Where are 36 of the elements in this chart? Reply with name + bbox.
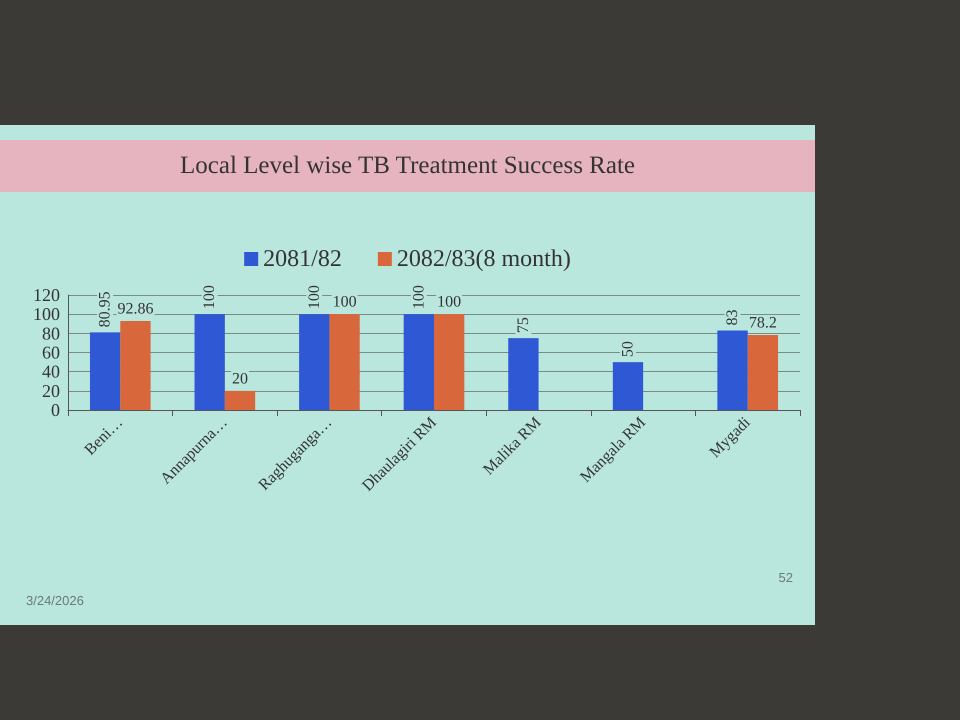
bar [329, 314, 360, 410]
legend-label: 2081/82 [263, 246, 342, 272]
chart-title: Local Level wise TB Treatment Success Rate [180, 152, 635, 180]
y-tick-label: 20 [42, 380, 60, 401]
data-label: 100 [332, 294, 357, 311]
text: 3/24/2026 [26, 593, 84, 608]
bar [717, 330, 748, 410]
bar [90, 332, 120, 410]
bar [404, 314, 434, 410]
data-label: 100 [410, 285, 428, 310]
data-label: 80.95 [96, 291, 114, 328]
text: 52 [778, 570, 793, 585]
bar [299, 314, 330, 410]
bar [224, 390, 256, 410]
data-label: 100 [201, 285, 218, 310]
y-tick-label: 80 [42, 323, 60, 344]
data-label: 78.2 [748, 314, 777, 332]
data-label: 20 [232, 370, 248, 388]
y-tick-label: 100 [33, 304, 60, 324]
data-label: 75 [514, 317, 532, 334]
bar [194, 314, 225, 410]
bar [120, 321, 151, 410]
bar [508, 338, 539, 410]
data-label: 83 [724, 309, 742, 326]
data-label: 50 [619, 341, 636, 358]
y-tick-label: 60 [42, 342, 60, 362]
y-tick-label: 120 [33, 285, 60, 305]
bar [748, 335, 778, 410]
bar [612, 362, 644, 410]
y-tick-label: 40 [42, 362, 60, 382]
data-label: 100 [306, 285, 323, 310]
legend-label: 2082/83(8 month) [396, 246, 571, 272]
y-tick-label: 0 [51, 400, 60, 420]
data-label: 92.86 [117, 300, 154, 318]
data-label: 100 [437, 294, 462, 311]
bar [434, 314, 464, 410]
